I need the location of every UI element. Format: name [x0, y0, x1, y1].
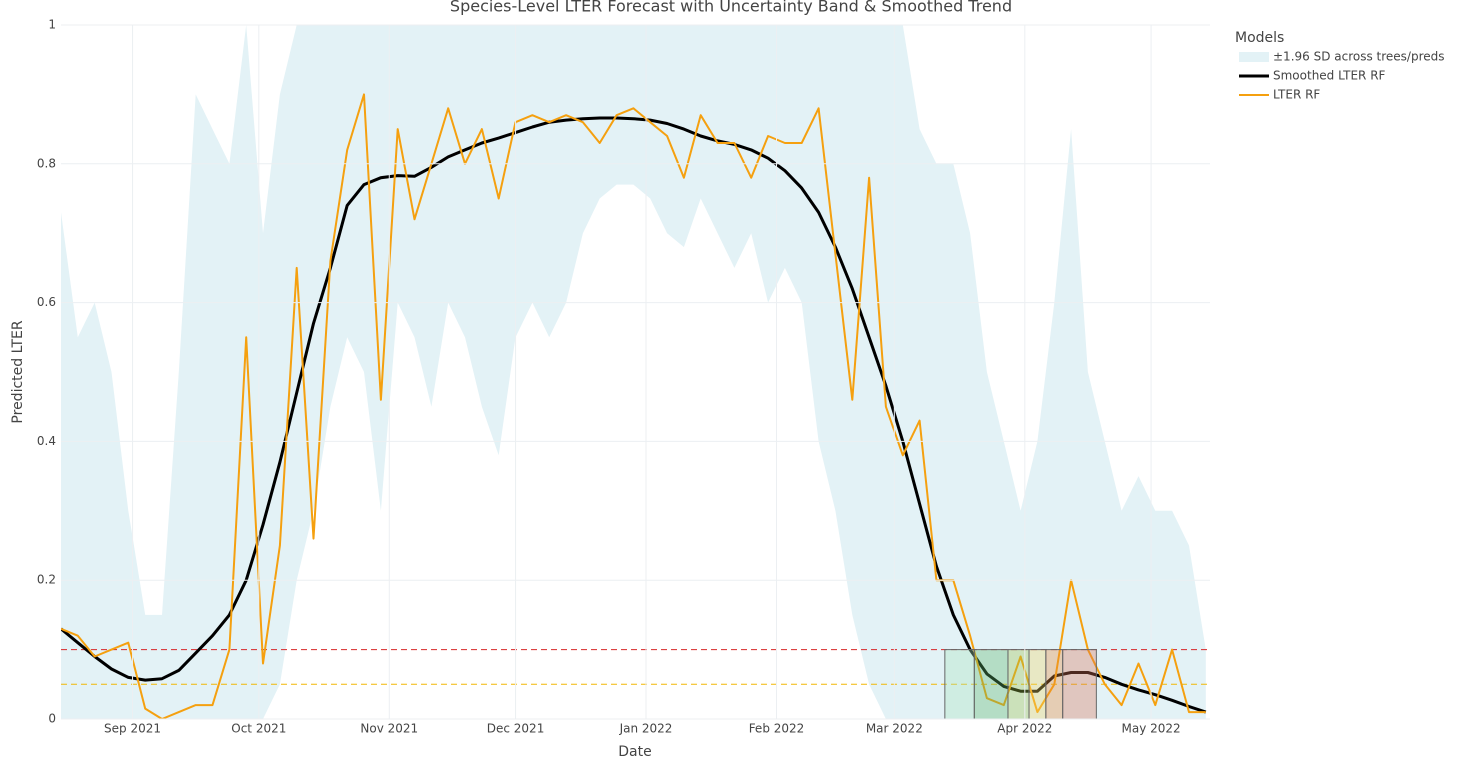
highlight-region	[1045, 649, 1064, 719]
y-tick-label: 0.8	[37, 156, 56, 170]
y-tick-label: 0.4	[37, 434, 56, 448]
y-axis-title: Predicted LTER	[10, 320, 26, 423]
x-tick-label: Oct 2021	[231, 722, 286, 736]
x-tick-label: Dec 2021	[487, 722, 545, 736]
legend-title: Models	[1235, 30, 1284, 46]
y-tick-label: 1	[48, 18, 56, 32]
y-tick-label: 0	[48, 712, 56, 726]
plot-area	[61, 25, 1210, 719]
y-tick-label: 0.6	[37, 295, 56, 309]
x-tick-label: Feb 2022	[749, 722, 805, 736]
x-tick-label: May 2022	[1121, 722, 1180, 736]
highlight-region	[944, 649, 975, 719]
x-tick-label: Nov 2021	[360, 722, 418, 736]
x-tick-label: Apr 2022	[997, 722, 1052, 736]
legend-label: Smoothed LTER RF	[1273, 69, 1386, 83]
x-tick-label: Jan 2022	[619, 722, 673, 736]
highlight-region	[1007, 649, 1030, 719]
chart-title: Species-Level LTER Forecast with Uncerta…	[450, 0, 1012, 16]
legend-label: ±1.96 SD across trees/preds	[1273, 50, 1445, 64]
y-tick-label: 0.2	[37, 573, 56, 587]
highlight-region	[1028, 649, 1047, 719]
legend-label: LTER RF	[1273, 88, 1320, 102]
x-tick-label: Sep 2021	[104, 722, 161, 736]
x-tick-label: Mar 2022	[866, 722, 923, 736]
highlight-region	[973, 649, 1009, 719]
series-line	[61, 116, 1207, 714]
legend-swatch	[1239, 52, 1269, 62]
highlight-region	[1062, 649, 1097, 719]
uncertainty-band	[61, 25, 1206, 719]
series-line	[61, 93, 1206, 719]
x-axis-title: Date	[618, 744, 651, 760]
